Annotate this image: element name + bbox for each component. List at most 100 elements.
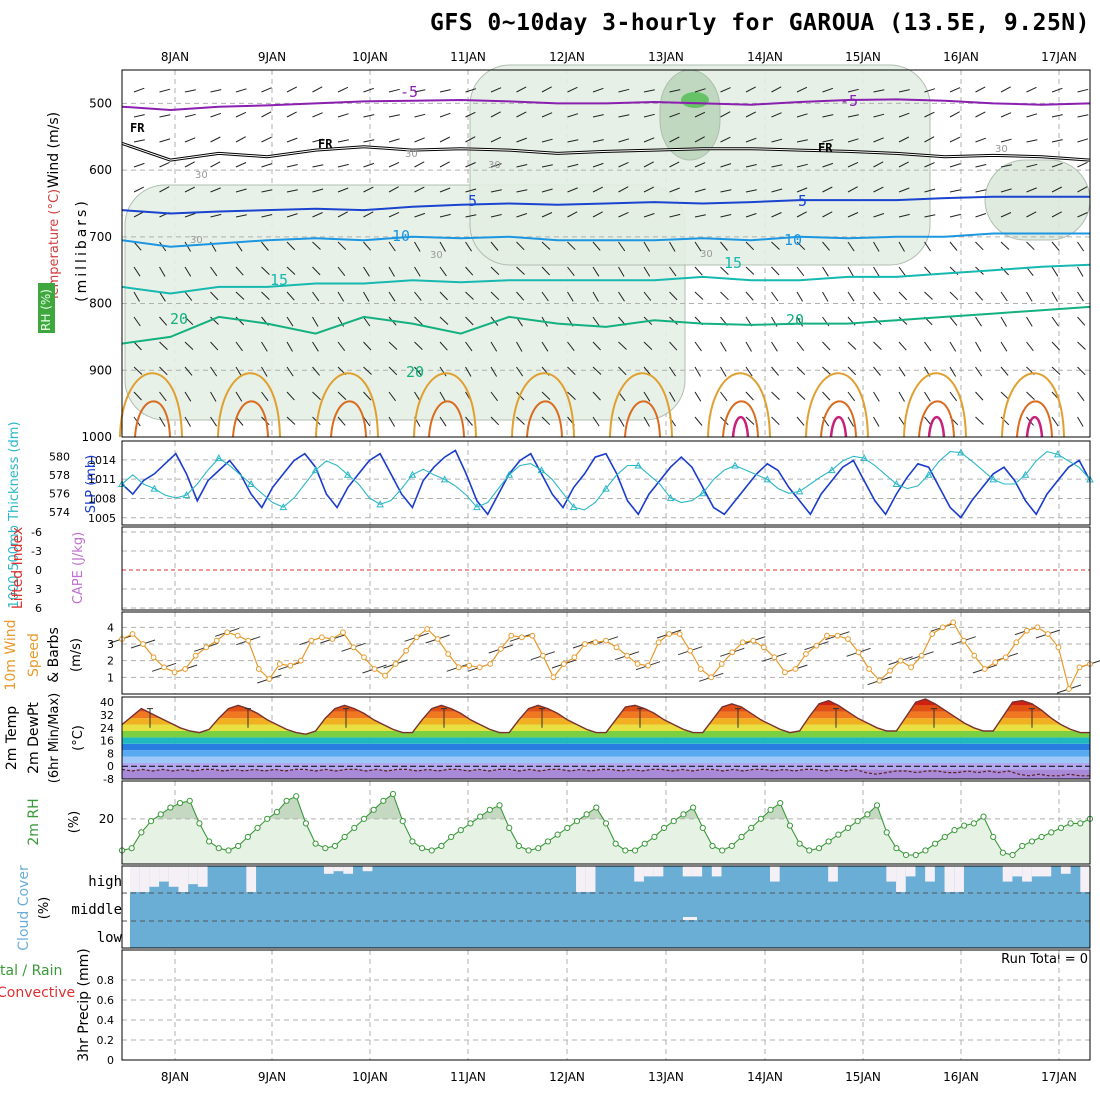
wind-barb bbox=[796, 139, 808, 143]
isotherm-line bbox=[609, 372, 673, 438]
pressure-tick-label: 800 bbox=[89, 297, 112, 311]
clear-sky-bar bbox=[130, 866, 140, 892]
wind-barb bbox=[414, 113, 426, 118]
wind-barb bbox=[286, 391, 295, 401]
wind-barb bbox=[643, 391, 651, 402]
wind-barb bbox=[388, 241, 396, 252]
wind-barb bbox=[1051, 316, 1059, 327]
wind-barb bbox=[669, 366, 677, 377]
wind-barb bbox=[286, 164, 298, 168]
wind-barb bbox=[898, 266, 906, 277]
rh-marker bbox=[631, 847, 639, 854]
rh-marker bbox=[951, 827, 958, 834]
wind-panel bbox=[109, 619, 1100, 694]
wind-barb bbox=[847, 391, 855, 402]
wind-barb bbox=[618, 341, 627, 350]
wind-barb bbox=[1000, 164, 1012, 168]
wind-speed-marker bbox=[434, 636, 441, 642]
wind-barb bbox=[694, 291, 704, 300]
lifted-index-tick-label: -3 bbox=[31, 545, 42, 558]
isotherm-line bbox=[330, 400, 367, 438]
wind-barb bbox=[567, 266, 575, 277]
stability-panel bbox=[122, 531, 1090, 609]
rh-marker bbox=[506, 824, 513, 831]
wind-barb bbox=[541, 86, 552, 93]
thickness-marker bbox=[247, 479, 255, 487]
wind-barb bbox=[159, 416, 166, 427]
clear-sky-bar bbox=[585, 866, 596, 892]
wind-barb bbox=[439, 187, 451, 193]
wind-speed-marker bbox=[1013, 639, 1020, 646]
precip-tick-label: 0.4 bbox=[97, 1014, 115, 1027]
wind-barb bbox=[1051, 291, 1058, 302]
rh-marker bbox=[448, 833, 455, 841]
rh-marker bbox=[690, 804, 697, 811]
wind-barb bbox=[924, 341, 932, 352]
pressure-tick-label: 700 bbox=[89, 230, 112, 244]
wind-barb bbox=[363, 114, 375, 118]
wind-barb bbox=[465, 111, 476, 118]
wind-barb bbox=[822, 211, 833, 218]
wind-barb bbox=[261, 366, 268, 377]
wind-barb bbox=[184, 161, 195, 168]
wind-barb bbox=[414, 266, 421, 277]
wind-barb bbox=[694, 391, 702, 402]
wind-barb bbox=[796, 86, 808, 93]
date-label-top: 15JAN bbox=[845, 50, 881, 64]
wind-barb bbox=[439, 291, 448, 301]
wind-barb bbox=[847, 138, 859, 143]
rh-marker bbox=[932, 840, 939, 847]
rh-marker bbox=[176, 799, 184, 807]
wind-speed-marker bbox=[771, 654, 778, 661]
wind-speed-marker bbox=[666, 631, 673, 637]
wind-barb bbox=[694, 341, 702, 352]
wind-speed-marker bbox=[687, 647, 694, 654]
temperature-tick-label: 32 bbox=[100, 709, 114, 722]
thickness-tick-label: 574 bbox=[49, 506, 70, 519]
date-label-bottom: 9JAN bbox=[258, 1070, 286, 1084]
rh-marker bbox=[883, 829, 890, 836]
wind-barb bbox=[873, 416, 880, 427]
wind-barb bbox=[439, 416, 447, 427]
isotherm-label: 5 bbox=[798, 192, 807, 210]
wind-speed-marker bbox=[592, 639, 599, 646]
rh-contour-label: 30 bbox=[430, 250, 443, 261]
wind-barb bbox=[924, 291, 933, 300]
wind-barb bbox=[771, 341, 778, 352]
rh-marker bbox=[922, 847, 929, 854]
wind-speed-marker bbox=[319, 634, 325, 641]
temperature-tick-label: 24 bbox=[100, 722, 114, 735]
wind-speed-marker bbox=[287, 662, 294, 669]
wind-barb bbox=[949, 316, 958, 326]
wind-speed-marker bbox=[582, 641, 588, 647]
wind-barb bbox=[592, 162, 604, 168]
wind-barb bbox=[1051, 416, 1059, 427]
wind-barb bbox=[771, 112, 782, 118]
thickness-marker bbox=[795, 487, 804, 495]
wind-barb bbox=[363, 139, 375, 143]
clear-sky-bar bbox=[576, 866, 586, 892]
thickness-marker bbox=[924, 470, 933, 478]
isotherm-line bbox=[232, 400, 269, 438]
wind-barb bbox=[975, 291, 984, 301]
wind-barb bbox=[643, 113, 655, 118]
wind-barb bbox=[414, 186, 425, 193]
thickness-line bbox=[121, 450, 1091, 511]
slp-tick-label: 1014 bbox=[88, 454, 116, 467]
rh-tick-label: 20 bbox=[99, 812, 114, 826]
wind-barb bbox=[618, 416, 625, 427]
wind-speed-marker bbox=[329, 636, 336, 642]
clear-sky-bar bbox=[139, 866, 150, 892]
wind-barb bbox=[949, 213, 961, 218]
temperature-band bbox=[122, 763, 1090, 770]
wind-barb bbox=[873, 266, 880, 277]
lifted-index-tick-label: 3 bbox=[35, 583, 42, 596]
clear-sky-bar bbox=[343, 866, 354, 874]
temperature-line bbox=[121, 698, 1090, 735]
wind-barb bbox=[796, 291, 804, 302]
wind-barb bbox=[898, 89, 910, 93]
wind-barb bbox=[490, 136, 502, 143]
isotherm-label: -5 bbox=[400, 83, 418, 101]
precip-tick-label: 0.2 bbox=[97, 1034, 115, 1047]
wind-barb bbox=[388, 291, 396, 302]
